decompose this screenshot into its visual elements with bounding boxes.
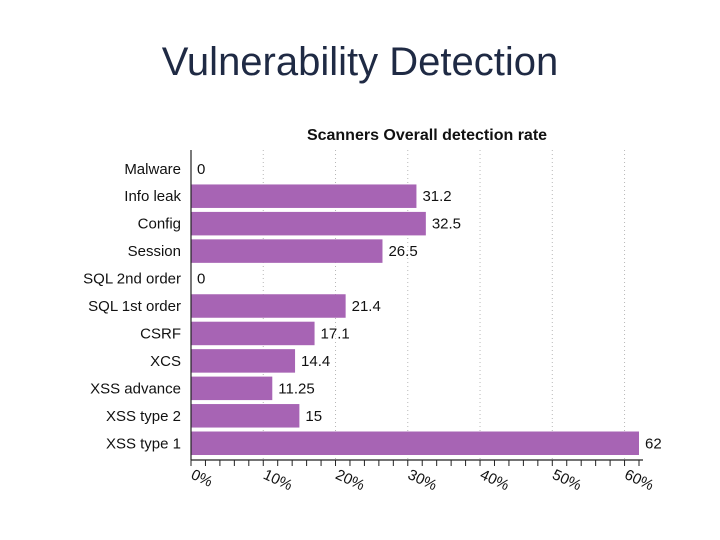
category-label: Info leak (124, 188, 181, 205)
category-labels: Malware Info leak Config Session SQL 2nd ord… (83, 161, 181, 453)
category-label: XSS type 1 (106, 435, 181, 452)
category-label: Malware (124, 161, 181, 178)
data-label: 31.2 (422, 188, 451, 205)
data-label: 11.25 (278, 380, 314, 397)
category-label: Session (128, 243, 181, 260)
category-label: XSS advance (90, 380, 181, 397)
data-label: 0 (197, 271, 205, 288)
x-tick-label: 10% (261, 466, 295, 494)
x-tick-label: 50% (550, 466, 584, 494)
bar (191, 239, 383, 263)
bar (191, 211, 426, 236)
category-label: SQL 1st order (88, 298, 181, 315)
bar (191, 184, 417, 208)
data-label: 21.4 (352, 298, 381, 315)
bar (191, 376, 273, 401)
data-label: 62 (645, 435, 662, 452)
bar (191, 349, 296, 373)
data-labels: 0 31.2 32.5 26.5 0 21.417.1 14.4 11.25 15 62 (197, 161, 662, 453)
data-label: 32.5 (432, 216, 461, 233)
x-tick-label: 60% (622, 466, 656, 494)
bar (191, 431, 639, 455)
category-label: XSS type 2 (106, 408, 181, 425)
x-tick-label: 40% (477, 466, 511, 494)
x-tick-label: 20% (333, 466, 367, 494)
x-tick-label: 0% (188, 466, 215, 491)
slide-title: Vulnerability Detection (161, 40, 559, 84)
bar (191, 404, 300, 428)
bar (191, 321, 315, 346)
category-label: CSRF (140, 325, 181, 342)
data-label: 15 (305, 408, 322, 425)
axes (190, 150, 643, 466)
bar (191, 294, 346, 318)
category-label: Config (138, 216, 181, 233)
chart-title: Scanners Overall detection rate (307, 127, 547, 144)
category-label: XCS (150, 353, 181, 370)
bars (191, 184, 639, 455)
data-label: 14.4 (301, 353, 330, 370)
x-tick-label: 30% (405, 466, 439, 494)
data-label: 17.1 (321, 325, 350, 342)
category-label: SQL 2nd order (83, 271, 181, 288)
x-tick-labels: 0% 10% 20% 30% 40% 50% 60% (188, 466, 656, 494)
data-label: 0 (197, 161, 205, 178)
data-label: 26.5 (388, 243, 417, 260)
